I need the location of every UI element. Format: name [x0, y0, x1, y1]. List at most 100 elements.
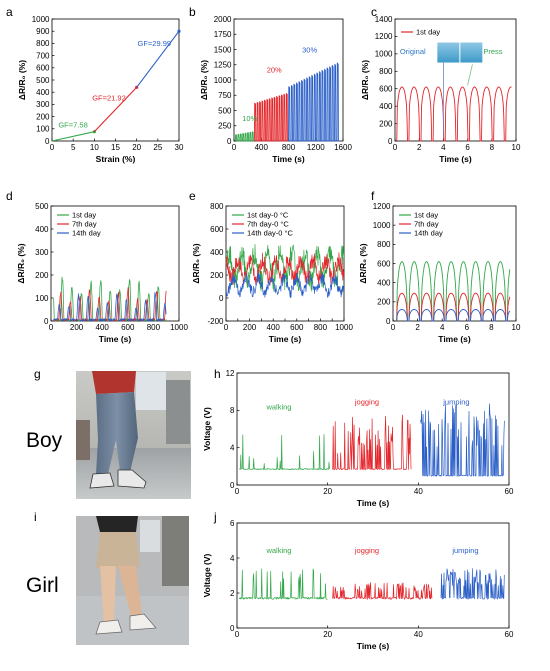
y-tick-label: 700	[36, 51, 50, 60]
y-tick-label: 500	[35, 202, 49, 211]
y-axis-label: ΔR/R₀ (%)	[360, 60, 370, 100]
x-tick-label: 600	[290, 323, 304, 332]
y-tick-label: 1400	[375, 15, 393, 24]
series-line	[225, 252, 345, 286]
x-tick-label: 1600	[334, 143, 352, 152]
annotation-walking: walking	[265, 402, 291, 411]
annotation-jogging: jogging	[354, 546, 379, 555]
legend-entry: 14th day	[72, 229, 101, 238]
series-line	[239, 434, 330, 471]
y-axis-label: Voltage (V)	[202, 553, 212, 597]
x-tick-label: 40	[414, 487, 423, 496]
y-tick-label: 0	[386, 317, 391, 326]
y-tick-label: 200	[379, 119, 393, 128]
series-line	[396, 292, 511, 322]
panel-label-i: i	[34, 510, 37, 524]
legend-entry: 7th day	[72, 220, 97, 229]
annotation-press: Press	[483, 47, 502, 56]
legend-entry: 14th day-0 °C	[247, 229, 294, 238]
y-tick-label: 600	[379, 85, 393, 94]
annotation-jumping: jumping	[442, 398, 469, 407]
y-tick-label: 2000	[214, 15, 232, 24]
inset-photo-original	[437, 42, 460, 63]
series-line	[440, 568, 505, 600]
annotation-gf-1: GF=7.58	[58, 121, 87, 130]
x-axis-label: Time (s)	[272, 154, 305, 164]
annotation-jumping: jumping	[451, 546, 478, 555]
series-line	[225, 272, 345, 299]
plot-frame	[236, 522, 510, 629]
chart-panel-h: 0 20 40 60 0 4 8 12 Time (s) Voltage (V) walking jo…	[202, 369, 514, 508]
plot-frame	[392, 205, 517, 322]
y-tick-label: 200	[36, 112, 50, 121]
annotation-gf-3: GF=29.99	[138, 39, 172, 48]
panel-label-a: a	[6, 5, 13, 19]
y-axis-label: Voltage (V)	[202, 407, 212, 451]
legend-entry: 7th day	[414, 220, 439, 229]
y-tick-label: 4	[230, 443, 235, 452]
series-line	[53, 291, 167, 322]
x-tick-label: 0	[393, 143, 398, 152]
chart-panel-b: 0 400 800 1200 1600 0 250 500 750 1000 1250 1500 175…	[199, 15, 352, 164]
y-tick-label: 1750	[214, 30, 232, 39]
x-tick-label: 8	[490, 143, 495, 152]
series-line	[332, 414, 412, 471]
x-tick-label: 30	[175, 143, 184, 152]
y-axis-label: ΔR/R₀ (%)	[16, 243, 26, 283]
y-tick-label: 800	[377, 240, 391, 249]
y-tick-label: 400	[35, 225, 49, 234]
x-tick-label: 4	[440, 323, 445, 332]
y-tick-label: 600	[36, 64, 50, 73]
y-tick-label: 100	[36, 125, 50, 134]
y-tick-label: 0	[219, 294, 224, 303]
y-tick-label: 400	[36, 88, 50, 97]
x-tick-label: 0	[232, 143, 237, 152]
panel-label-h: h	[214, 367, 221, 381]
boy-label: Boy	[26, 429, 63, 452]
inset-photo-press	[460, 42, 483, 63]
x-tick-label: 0	[224, 323, 229, 332]
plot-frame	[50, 205, 180, 322]
y-tick-label: 800	[36, 39, 50, 48]
legend-entry: 14th day	[414, 229, 443, 238]
x-tick-label: 800	[314, 323, 328, 332]
x-tick-label: 1000	[170, 323, 188, 332]
x-axis-label: Time (s)	[357, 641, 390, 651]
x-tick-label: 10	[90, 143, 99, 152]
y-tick-label: 1000	[32, 15, 50, 24]
y-axis-label: ΔR/R₀ (%)	[191, 243, 201, 283]
y-tick-label: 900	[36, 27, 50, 36]
y-tick-label: 1000	[373, 221, 391, 230]
x-tick-label: 400	[267, 323, 281, 332]
y-tick-label: 300	[36, 100, 50, 109]
y-tick-label: 0	[45, 137, 50, 146]
y-tick-label: 1200	[373, 202, 391, 211]
y-tick-label: 12	[226, 369, 235, 378]
x-tick-label: 10	[512, 323, 521, 332]
x-tick-label: 40	[414, 630, 423, 639]
legend-entry: 1st day	[414, 211, 438, 220]
panel-label-b: b	[189, 5, 196, 19]
series-line	[396, 86, 512, 142]
panel-label-e: e	[189, 189, 196, 203]
legend-entry: 1st day	[416, 28, 440, 37]
x-axis-label: Time (s)	[269, 334, 302, 344]
x-axis-label: Time (s)	[99, 334, 132, 344]
y-tick-label: 200	[377, 298, 391, 307]
x-tick-label: 1000	[335, 323, 353, 332]
y-tick-label: 1200	[375, 32, 393, 41]
series-line	[53, 276, 167, 322]
y-tick-label: 400	[210, 248, 224, 257]
y-tick-label: -200	[207, 317, 224, 326]
x-tick-label: 0	[49, 323, 54, 332]
x-tick-label: 400	[255, 143, 269, 152]
chart-panel-d: 0 200 400 600 800 1000 0 100 200 300 400 500 Time (s…	[16, 202, 188, 344]
x-tick-label: 15	[111, 143, 120, 152]
annotation-jogging: jogging	[354, 398, 379, 407]
x-axis-label: Time (s)	[357, 498, 390, 508]
y-tick-label: 800	[210, 202, 224, 211]
x-tick-label: 0	[50, 143, 55, 152]
panel-label-f: f	[371, 189, 375, 203]
chart-panel-c: 0 2 4 6 8 10 0 200 400 600 800 1000 1200 1400 Time (s)…	[360, 15, 521, 164]
series-line	[420, 403, 505, 477]
